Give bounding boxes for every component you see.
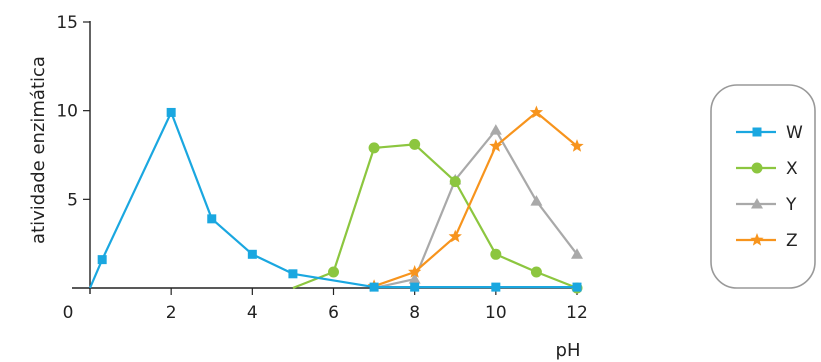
series-z-line bbox=[373, 111, 578, 288]
legend-box bbox=[710, 84, 816, 289]
series-z-point bbox=[570, 139, 584, 152]
legend-item-z: Z bbox=[736, 231, 798, 251]
series-x-point bbox=[449, 176, 461, 188]
legend-swatch-marker bbox=[750, 233, 764, 246]
x-tick-label: 6 bbox=[328, 303, 339, 323]
legend-item-y: Y bbox=[736, 195, 797, 215]
series-z bbox=[367, 105, 584, 292]
series-layer bbox=[88, 105, 584, 294]
y-tick-label: 5 bbox=[67, 190, 78, 210]
series-x-point bbox=[490, 248, 502, 260]
series-w-point bbox=[491, 282, 501, 292]
legend-swatch-marker bbox=[751, 198, 763, 209]
series-z-point bbox=[448, 229, 462, 243]
series-x-point bbox=[368, 142, 380, 154]
x-axis-title: pH bbox=[556, 340, 581, 361]
legend-label-w: W bbox=[786, 123, 803, 143]
y-tick-label: 15 bbox=[56, 13, 78, 33]
series-w-line bbox=[88, 111, 577, 289]
axes bbox=[72, 21, 580, 294]
series-y-point bbox=[489, 124, 502, 135]
legend-item-w: W bbox=[736, 123, 803, 143]
series-y-point bbox=[530, 195, 543, 206]
series-w-point bbox=[207, 214, 217, 224]
legend-swatch-marker bbox=[751, 162, 763, 174]
legend-swatch-marker bbox=[752, 127, 762, 137]
series-y-point bbox=[408, 273, 421, 284]
legend-label-y: Y bbox=[785, 195, 797, 215]
series-w-point bbox=[247, 249, 257, 259]
series-w-point bbox=[288, 269, 298, 279]
series-x-point bbox=[409, 138, 421, 150]
legend-label-z: Z bbox=[786, 231, 798, 251]
series-w-point bbox=[572, 282, 582, 292]
series-z-point bbox=[408, 265, 422, 278]
y-tick-label: 10 bbox=[56, 102, 78, 122]
legend-label-x: X bbox=[786, 159, 798, 179]
series-y bbox=[373, 124, 583, 290]
series-w-point bbox=[410, 282, 420, 292]
series-w bbox=[88, 107, 582, 292]
x-tick-label: 4 bbox=[247, 303, 258, 323]
x-tick-label: 8 bbox=[409, 303, 420, 323]
series-w-point bbox=[369, 282, 379, 292]
series-y-line bbox=[373, 129, 578, 290]
ticks: 0 2 4 6 8 10 12 5 10 15 bbox=[56, 13, 587, 323]
series-z-point bbox=[489, 139, 503, 152]
series-w-point bbox=[97, 255, 107, 265]
series-x-point bbox=[530, 266, 542, 278]
legend-item-x: X bbox=[736, 159, 798, 179]
y-axis-title: atividade enzimática bbox=[28, 56, 49, 244]
x-tick-label: 10 bbox=[485, 303, 507, 323]
x-tick-label: 0 bbox=[63, 303, 74, 323]
series-x bbox=[292, 138, 583, 294]
series-z-point bbox=[529, 105, 544, 119]
x-tick-label: 2 bbox=[166, 303, 177, 323]
x-tick-label: 12 bbox=[566, 303, 588, 323]
series-x-line bbox=[292, 143, 578, 290]
series-w-point bbox=[166, 107, 176, 117]
series-y-point bbox=[571, 248, 583, 259]
series-x-point bbox=[328, 266, 339, 278]
